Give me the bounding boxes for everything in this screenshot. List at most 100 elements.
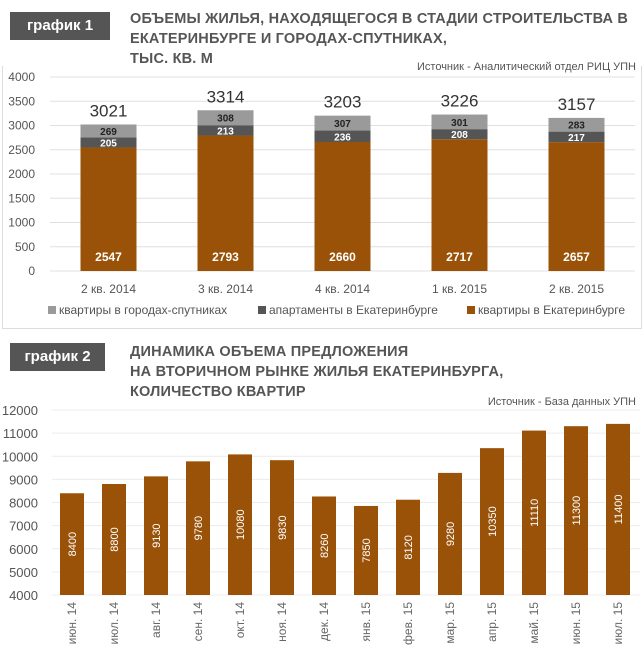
bar — [354, 505, 378, 595]
bar-segment — [197, 135, 254, 271]
data-label: 10080 — [235, 509, 247, 540]
bar-segment — [548, 131, 605, 143]
x-tick-label: май. 15 — [527, 602, 541, 644]
bar-segment — [548, 117, 605, 132]
x-tick-label: окт. 14 — [233, 602, 247, 639]
data-label: 2660 — [329, 250, 356, 264]
chart2-title: ДИНАМИКА ОБЪЕМА ПРЕДЛОЖЕНИЯ НА ВТОРИЧНОМ… — [130, 342, 503, 402]
bar — [102, 484, 126, 595]
y-tick-label: 8000 — [9, 496, 38, 511]
data-label: 11300 — [571, 496, 583, 526]
data-label: 269 — [100, 127, 117, 138]
bar — [606, 423, 630, 595]
x-tick-label: 3 кв. 2014 — [198, 282, 253, 296]
bar-segment — [314, 115, 371, 131]
y-tick-label: 4000 — [9, 588, 38, 603]
y-tick-label: 1000 — [8, 216, 35, 230]
bar — [228, 454, 252, 595]
y-tick-label: 2000 — [8, 167, 35, 181]
x-tick-label: 4 кв. 2014 — [315, 282, 370, 296]
legend-swatch — [48, 306, 56, 314]
bar-segment — [80, 137, 137, 148]
chart1-frame — [2, 66, 642, 329]
legend-label: квартиры в Екатеринбурге — [478, 303, 625, 317]
data-label: 11400 — [613, 495, 625, 525]
y-tick-label: 2500 — [8, 143, 35, 157]
y-tick-label: 6000 — [9, 542, 38, 557]
bar — [522, 430, 546, 595]
chart2-title-line: КОЛИЧЕСТВО КВАРТИР — [130, 384, 306, 400]
bar — [186, 461, 210, 595]
x-tick-label: июн. 15 — [569, 602, 583, 645]
x-tick-label: фев. 15 — [401, 602, 415, 645]
x-tick-label: июл. 15 — [611, 602, 625, 645]
legend-swatch — [467, 306, 475, 314]
bar-segment — [431, 114, 488, 130]
data-label: 205 — [100, 138, 117, 149]
x-tick-label: 2 кв. 2014 — [81, 282, 136, 296]
bar-segment — [197, 110, 254, 126]
x-tick-label: дек. 14 — [317, 602, 331, 641]
total-label: 3226 — [441, 92, 479, 111]
chart1-badge: график 1 — [10, 12, 110, 40]
x-tick-label: июн. 14 — [65, 602, 79, 645]
chart2-source: Источник - База данных УПН — [487, 396, 636, 408]
x-tick-label: июл. 14 — [107, 602, 121, 645]
legend-label: квартиры в городах-спутниках — [59, 303, 227, 317]
data-label: 2547 — [95, 250, 122, 264]
data-label: 213 — [217, 126, 234, 137]
data-label: 2717 — [446, 250, 473, 264]
y-tick-label: 9000 — [9, 472, 38, 487]
x-tick-label: 2 кв. 2015 — [549, 282, 604, 296]
y-tick-label: 12000 — [2, 403, 38, 418]
y-tick-label: 500 — [15, 240, 35, 254]
x-tick-label: апр. 15 — [485, 602, 499, 642]
y-tick-label: 4000 — [8, 70, 35, 84]
bar — [438, 472, 462, 595]
y-tick-label: 0 — [28, 264, 35, 278]
data-label: 10350 — [487, 506, 499, 537]
data-label: 236 — [334, 132, 351, 143]
bar-segment — [80, 124, 137, 138]
bar-segment — [314, 141, 371, 271]
total-label: 3314 — [207, 87, 245, 106]
bar — [480, 448, 504, 595]
x-tick-label: мар. 15 — [443, 602, 457, 644]
chart1-title-line: ТЫС. КВ. М — [130, 51, 214, 67]
x-tick-label: янв. 15 — [359, 602, 373, 642]
legend-label: апартаменты в Екатеринбурге — [269, 303, 438, 317]
data-label: 8260 — [319, 534, 331, 558]
y-tick-label: 3500 — [8, 94, 35, 108]
total-label: 3203 — [324, 93, 362, 112]
chart2-badge: график 2 — [10, 343, 105, 371]
total-label: 3021 — [90, 101, 128, 120]
data-label: 8120 — [403, 535, 415, 559]
x-tick-label: ноя. 14 — [275, 602, 289, 642]
data-label: 9830 — [277, 515, 289, 539]
data-label: 208 — [451, 130, 468, 141]
data-label: 217 — [568, 133, 585, 144]
data-label: 8800 — [109, 527, 121, 551]
data-label: 283 — [568, 121, 585, 132]
data-label: 9280 — [445, 522, 457, 546]
data-label: 9130 — [151, 523, 163, 547]
data-label: 307 — [334, 119, 351, 130]
data-label: 9780 — [193, 516, 205, 540]
total-label: 3157 — [558, 95, 596, 114]
x-tick-label: сен. 14 — [191, 602, 205, 642]
chart2-title-line: НА ВТОРИЧНОМ РЫНКЕ ЖИЛЬЯ ЕКАТЕРИНБУРГА, — [130, 364, 504, 380]
data-label: 308 — [217, 114, 234, 125]
data-label: 2657 — [563, 250, 590, 264]
y-tick-label: 7000 — [9, 519, 38, 534]
bar-segment — [431, 129, 488, 140]
bar-segment — [80, 147, 137, 271]
data-label: 2793 — [212, 250, 239, 264]
x-tick-label: авг. 14 — [149, 602, 163, 638]
chart2-title-line: ДИНАМИКА ОБЪЕМА ПРЕДЛОЖЕНИЯ — [130, 344, 409, 360]
y-tick-label: 5000 — [9, 565, 38, 580]
legend-swatch — [258, 306, 266, 314]
chart1-title-line: ЕКАТЕРИНБУРГЕ И ГОРОДАХ-СПУТНИКАХ, — [130, 31, 448, 47]
chart1-title: ОБЪЕМЫ ЖИЛЬЯ, НАХОДЯЩЕГОСЯ В СТАДИИ СТРО… — [130, 9, 628, 69]
x-tick-label: 1 кв. 2015 — [432, 282, 487, 296]
